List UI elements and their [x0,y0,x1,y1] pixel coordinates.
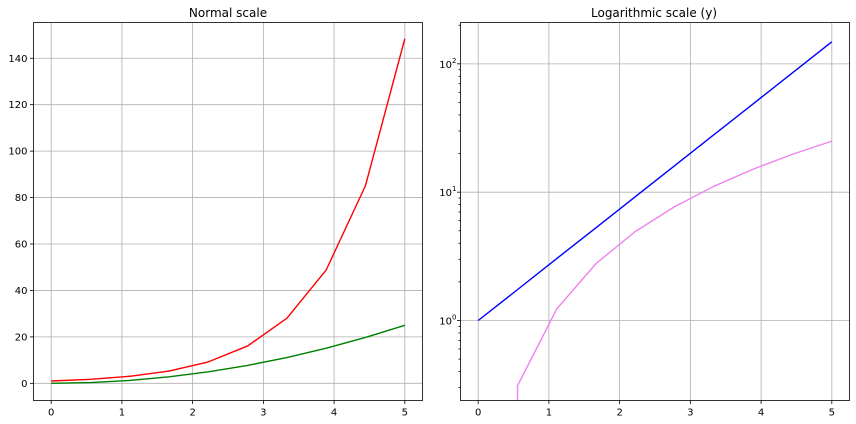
x-tick-label: 1 [119,408,125,419]
y-tick-label: 40 [15,286,28,297]
x-tick-label: 0 [48,408,54,419]
series-line [51,38,406,382]
x-tick-label: 0 [475,408,481,419]
x-tick-label: 3 [260,408,266,419]
x-tick-label: 4 [758,408,764,419]
plot-frame [33,22,423,401]
y-tick-label: 100 [439,313,456,327]
chart-title: Logarithmic scale (y) [591,6,717,20]
y-tick-label: 100 [8,147,27,158]
y-tick-label: 120 [8,100,27,111]
y-tick-label: 60 [15,240,28,251]
normal-scale-panel: Normal scale 0 1 2 3 4 5 0 20 40 60 80 100 120 140 [8,6,423,419]
x-tick-label: 3 [687,408,693,419]
x-tick-label: 2 [616,408,622,419]
y-tick-label: 102 [439,57,456,71]
x-tick-label: 4 [331,408,337,419]
x-tick-label: 5 [402,408,408,419]
series-line [51,324,406,385]
x-tick-label: 1 [546,408,552,419]
log-scale-panel: Logarithmic scale (y) 0 1 2 3 4 5 100 101 102 [439,6,850,419]
y-tick-label: 140 [8,54,27,65]
y-tick-label: 20 [15,332,28,343]
x-tick-label: 2 [189,408,195,419]
y-tick-label: 0 [21,379,27,390]
plot-frame [460,22,850,401]
chart-title: Normal scale [189,6,267,20]
y-tick-label: 80 [15,193,28,204]
y-tick-label: 101 [439,185,456,199]
x-tick-label: 5 [829,408,835,419]
series-line [516,140,833,401]
series-line [477,41,833,322]
